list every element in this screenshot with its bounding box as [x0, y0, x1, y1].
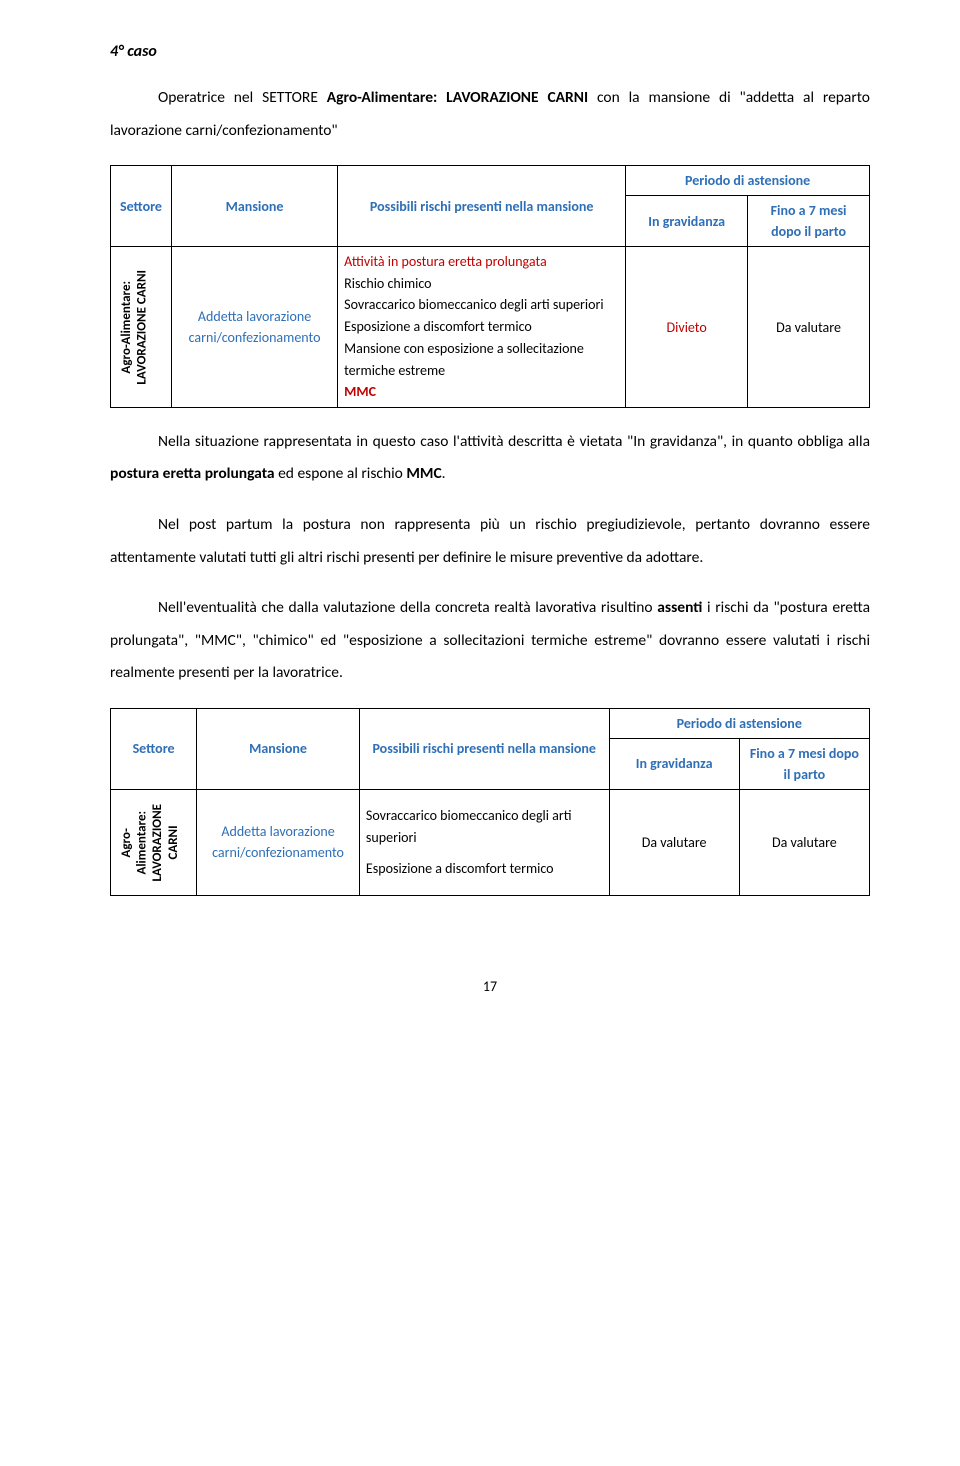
cell2-mansione-val: Addetta lavorazione carni/confezionament… — [197, 789, 360, 896]
th-settore: Settore — [111, 166, 172, 247]
th2-fino7: Fino a 7 mesi dopo il parto — [739, 738, 869, 789]
body-paragraph: Nell'eventualità che dalla valutazione d… — [110, 592, 870, 690]
cell-risks: Attività in postura eretta prolungataRis… — [338, 247, 626, 408]
cell-fino7-val: Da valutare — [748, 247, 870, 408]
case-heading: 4° caso — [110, 40, 870, 64]
sector2-vertical: Agro-Alimentare:LAVORAZIONECARNI — [117, 794, 183, 892]
body-paragraph: Nel post partum la postura non rappresen… — [110, 509, 870, 574]
th2-mansione: Mansione — [197, 708, 360, 789]
th-fino7: Fino a 7 mesi dopo il parto — [748, 196, 870, 247]
body-paragraph: Nella situazione rappresentata in questo… — [110, 426, 870, 491]
th2-periodo: Periodo di astensione — [609, 708, 869, 738]
cell2-risks: Sovraccarico biomeccanico degli arti sup… — [359, 789, 609, 896]
sector-vertical: Agro-Alimentare:LAVORAZIONE CARNI — [117, 260, 152, 395]
intro-paragraph: Operatrice nel SETTORE Agro-Alimentare: … — [110, 82, 870, 147]
risk-table-1: Settore Mansione Possibili rischi presen… — [110, 165, 870, 408]
cell2-gravidanza-val: Da valutare — [609, 789, 739, 896]
th2-gravidanza: In gravidanza — [609, 738, 739, 789]
page-number: 17 — [110, 976, 870, 997]
th-rischi: Possibili rischi presenti nella mansione — [338, 166, 626, 247]
cell2-sector: Agro-Alimentare:LAVORAZIONECARNI — [111, 789, 197, 896]
risk-table-2: Settore Mansione Possibili rischi presen… — [110, 708, 870, 897]
cell-sector: Agro-Alimentare:LAVORAZIONE CARNI — [111, 247, 172, 408]
cell-mansione-val: Addetta lavorazione carni/confezionament… — [171, 247, 337, 408]
th2-rischi: Possibili rischi presenti nella mansione — [359, 708, 609, 789]
th-mansione: Mansione — [171, 166, 337, 247]
cell-gravidanza-val: Divieto — [626, 247, 748, 408]
th2-settore: Settore — [111, 708, 197, 789]
th-gravidanza: In gravidanza — [626, 196, 748, 247]
th-periodo: Periodo di astensione — [626, 166, 870, 196]
cell2-fino7-val: Da valutare — [739, 789, 869, 896]
